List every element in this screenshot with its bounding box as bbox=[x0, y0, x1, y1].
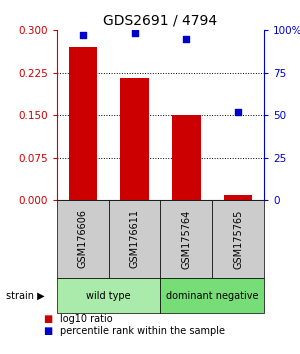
Text: wild type: wild type bbox=[86, 291, 131, 301]
Bar bbox=[69, 47, 97, 200]
Bar bbox=[212, 200, 264, 278]
Text: GSM175764: GSM175764 bbox=[182, 209, 191, 269]
Text: dominant negative: dominant negative bbox=[166, 291, 259, 301]
Text: ■: ■ bbox=[44, 314, 52, 324]
Bar bbox=[120, 78, 149, 200]
Text: GSM176606: GSM176606 bbox=[78, 210, 88, 268]
Text: GSM175765: GSM175765 bbox=[233, 209, 243, 269]
Point bbox=[132, 31, 137, 36]
Bar bbox=[172, 115, 201, 200]
Bar bbox=[224, 195, 252, 200]
Point bbox=[184, 36, 189, 41]
Point bbox=[80, 32, 85, 38]
Text: ■: ■ bbox=[44, 326, 52, 336]
Title: GDS2691 / 4794: GDS2691 / 4794 bbox=[103, 13, 218, 28]
Text: log10 ratio: log10 ratio bbox=[60, 314, 112, 324]
Text: GSM176611: GSM176611 bbox=[130, 210, 140, 268]
Point bbox=[236, 109, 241, 114]
Bar bbox=[57, 200, 109, 278]
Bar bbox=[160, 278, 264, 313]
Bar bbox=[57, 278, 160, 313]
Bar bbox=[109, 200, 160, 278]
Text: percentile rank within the sample: percentile rank within the sample bbox=[60, 326, 225, 336]
Bar bbox=[160, 200, 212, 278]
Text: strain ▶: strain ▶ bbox=[6, 291, 45, 301]
